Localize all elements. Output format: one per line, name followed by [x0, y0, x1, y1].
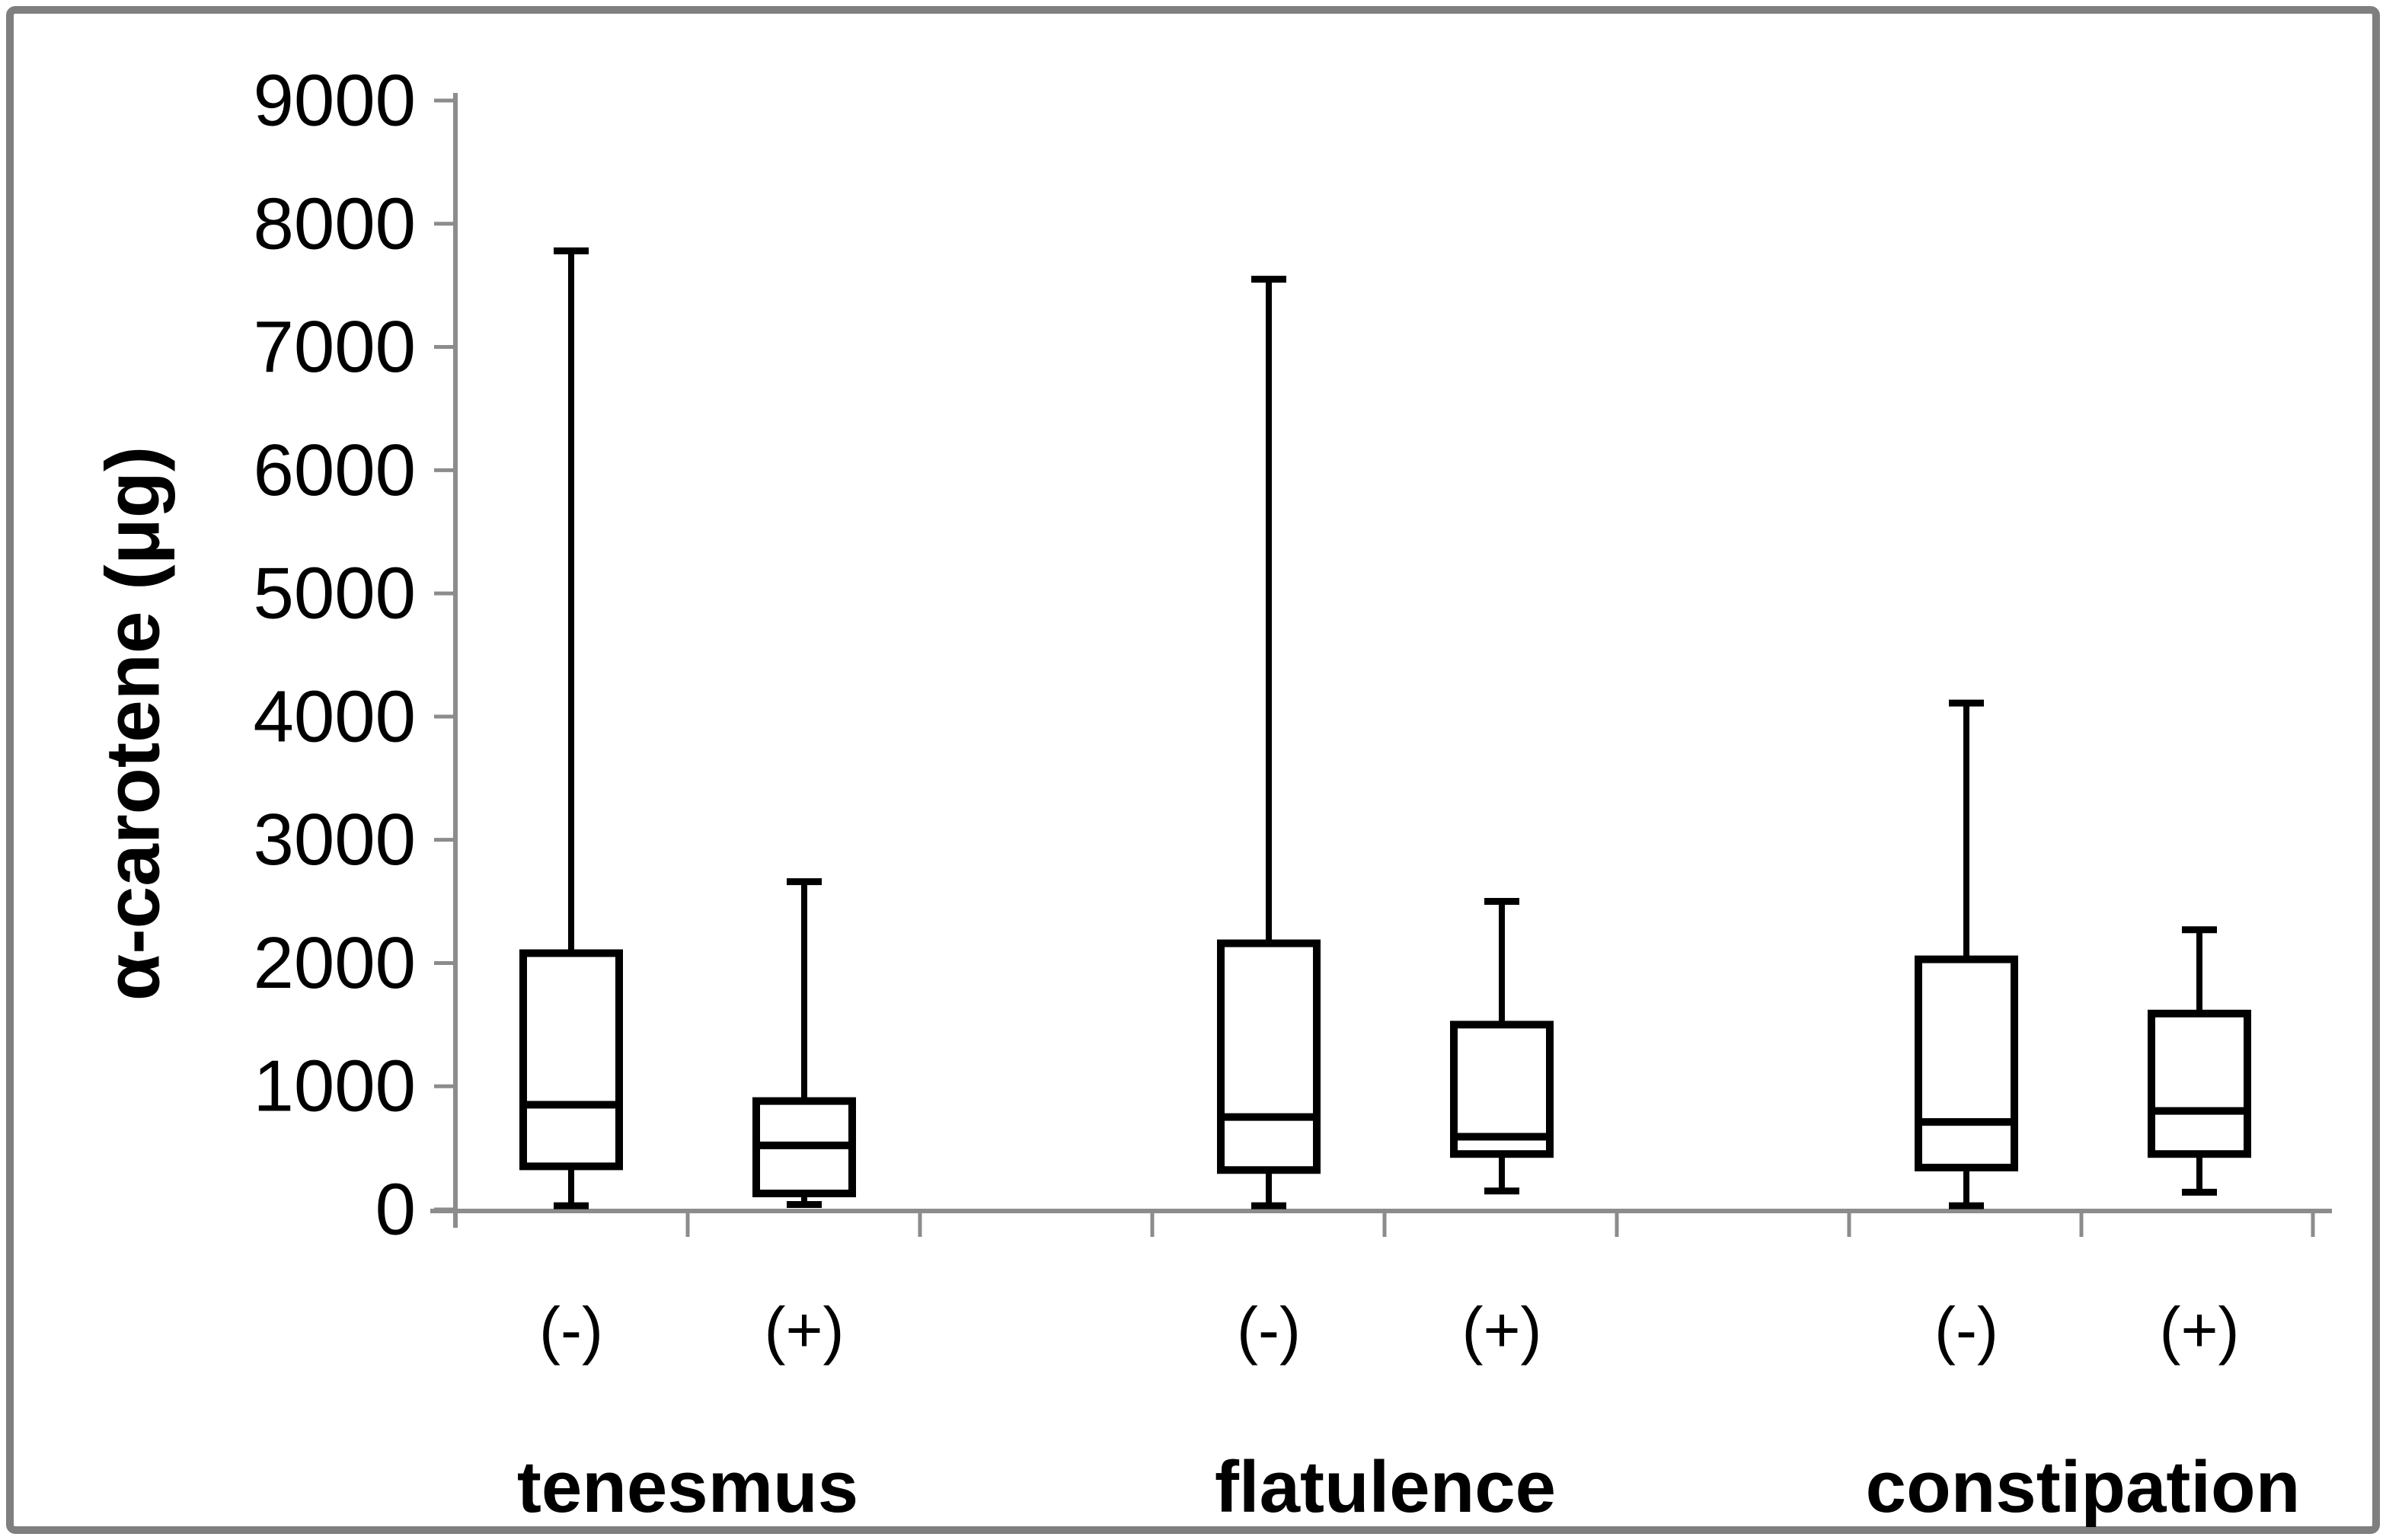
x-sublabel-flatulence-pos: (+) [1462, 1294, 1542, 1366]
x-sublabel-constipation-pos: (+) [2160, 1294, 2240, 1366]
figure-border [6, 6, 2380, 1534]
box-tenesmus-neg [519, 949, 623, 1171]
box-constipation-neg [1915, 955, 2018, 1171]
y-tick-label: 7000 [253, 306, 416, 388]
box-flatulence-pos [1450, 1021, 1554, 1158]
y-tick-label: 0 [375, 1169, 416, 1251]
y-tick-label: 1000 [253, 1046, 416, 1127]
x-group-label-constipation: constipation [1866, 1446, 2301, 1528]
y-tick-label: 3000 [253, 799, 416, 880]
y-tick-label: 5000 [253, 553, 416, 634]
y-tick-label: 9000 [253, 60, 416, 142]
x-group-label-tenesmus: tenesmus [517, 1446, 858, 1528]
box-constipation-pos [2148, 1009, 2251, 1158]
y-tick-label: 4000 [253, 676, 416, 757]
x-sublabel-constipation-neg: (-) [1934, 1294, 1998, 1366]
x-sublabel-tenesmus-neg: (-) [539, 1294, 603, 1366]
y-tick-label: 8000 [253, 183, 416, 264]
x-sublabel-flatulence-neg: (-) [1237, 1294, 1301, 1366]
box-flatulence-neg [1217, 939, 1321, 1174]
y-tick-label: 2000 [253, 922, 416, 1004]
y-tick-label: 6000 [253, 430, 416, 511]
x-sublabel-tenesmus-pos: (+) [765, 1294, 845, 1366]
x-group-label-flatulence: flatulence [1215, 1446, 1556, 1528]
